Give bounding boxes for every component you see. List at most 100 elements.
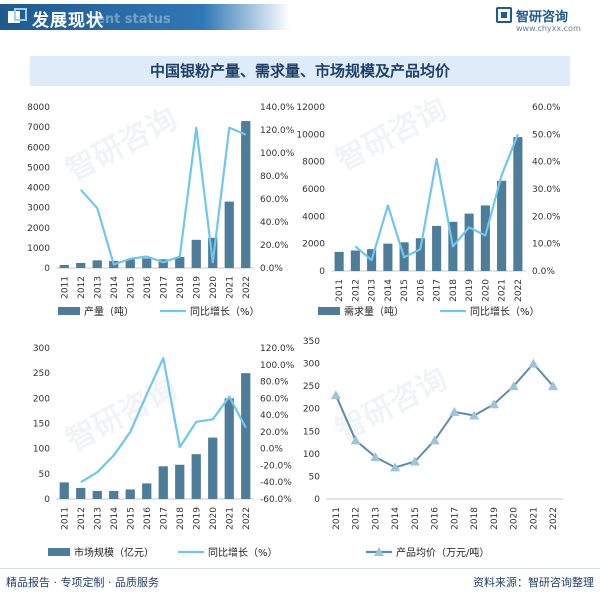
x-tick-label: 2016 <box>416 279 426 302</box>
x-tick-label: 2019 <box>490 507 500 530</box>
bar <box>191 454 201 499</box>
bar <box>92 260 102 268</box>
bar <box>142 258 152 268</box>
y2-tick-label: 120.0% <box>260 344 295 354</box>
data-point <box>350 435 361 445</box>
data-point <box>370 452 381 462</box>
x-tick-label: 2012 <box>77 507 87 530</box>
footer-slogan: 精品报告 · 专项定制 · 品质服务 <box>6 576 159 589</box>
bar <box>350 250 360 271</box>
y2-tick-label: -60.0% <box>260 495 292 505</box>
y2-tick-label: 20.0% <box>260 428 289 438</box>
y2-tick-label: 10.0% <box>532 240 561 250</box>
x-tick-label: 2012 <box>352 507 362 530</box>
main-title: 中国银粉产量、需求量、市场规模及产品均价 <box>149 62 450 80</box>
header-subtitle: ent status <box>96 12 171 27</box>
y2-tick-label: 20.0% <box>532 212 561 222</box>
y2-tick-label: 40.0% <box>260 218 289 228</box>
x-tick-label: 2020 <box>481 279 491 302</box>
series-line <box>79 126 247 266</box>
y2-tick-label: 100.0% <box>260 361 295 371</box>
bar <box>142 483 152 499</box>
y-tick-label: 250 <box>33 369 50 379</box>
bar <box>415 238 425 271</box>
x-tick-label: 2019 <box>192 507 202 530</box>
x-tick-label: 2016 <box>143 507 153 530</box>
bar <box>432 225 442 271</box>
x-tick-label: 2018 <box>176 276 186 299</box>
x-tick-label: 2016 <box>431 507 441 530</box>
x-tick-label: 2022 <box>242 276 252 299</box>
y-tick-label: 4000 <box>302 212 325 222</box>
x-tick-label: 2011 <box>60 276 70 299</box>
x-tick-label: 2017 <box>433 279 443 302</box>
series-line <box>334 362 554 469</box>
x-tick-label: 2012 <box>77 276 87 299</box>
x-tick-label: 2018 <box>176 507 186 530</box>
x-tick-label: 2015 <box>411 507 421 530</box>
y2-tick-label: 30.0% <box>532 185 561 195</box>
bar <box>497 180 507 271</box>
y2-tick-label: 100.0% <box>260 149 295 159</box>
y2-tick-label: 40.0% <box>260 411 289 421</box>
brand-logo-icon <box>496 7 512 23</box>
data-point <box>488 399 499 409</box>
x-tick-label: 2011 <box>335 279 345 302</box>
x-tick-label: 2019 <box>192 276 202 299</box>
x-tick-label: 2013 <box>368 279 378 302</box>
bar <box>241 121 251 269</box>
y-tick-label: 7000 <box>27 123 50 133</box>
x-tick-label: 2014 <box>391 507 401 530</box>
bar <box>175 464 185 499</box>
footer: 精品报告 · 专项定制 · 品质服务 资料来源：智研咨询整理 <box>0 568 600 593</box>
x-tick-label: 2014 <box>110 507 120 530</box>
footer-source: 资料来源：智研咨询整理 <box>473 576 594 589</box>
y-tick-label: 0 <box>314 495 320 505</box>
x-tick-label: 2015 <box>126 507 136 530</box>
x-tick-label: 2017 <box>159 276 169 299</box>
x-tick-label: 2021 <box>498 279 508 302</box>
brand-name: 智研咨询 <box>516 10 569 25</box>
x-tick-label: 2022 <box>242 507 252 530</box>
bar <box>241 373 251 499</box>
x-tick-label: 2011 <box>60 507 70 530</box>
y-tick-label: 3000 <box>27 204 50 214</box>
bar <box>125 489 135 499</box>
y-tick-label: 12000 <box>296 103 325 113</box>
legend-bar-swatch <box>58 307 80 315</box>
x-tick-label: 2018 <box>449 279 459 302</box>
data-point <box>508 381 519 391</box>
bar <box>480 205 490 271</box>
bar <box>125 259 135 268</box>
y-tick-label: 200 <box>303 405 320 415</box>
y-tick-label: 350 <box>303 337 320 347</box>
bar <box>158 466 168 499</box>
title-bar: 中国银粉产量、需求量、市场规模及产品均价 <box>30 56 570 86</box>
y2-tick-label: 140.0% <box>260 103 295 113</box>
legend-label: 同比增长（%） <box>208 546 278 559</box>
y2-tick-label: 60.0% <box>260 195 289 205</box>
y-tick-label: 150 <box>33 420 50 430</box>
bar <box>383 243 393 271</box>
x-tick-label: 2022 <box>514 279 524 302</box>
x-tick-label: 2013 <box>93 507 103 530</box>
data-point <box>409 456 420 466</box>
x-tick-label: 2022 <box>549 507 559 530</box>
y-tick-label: 300 <box>303 360 320 370</box>
brand-url: www.chyxx.com <box>516 24 581 33</box>
bar <box>158 259 168 268</box>
bar <box>76 262 86 268</box>
legend-label: 需求量（吨） <box>344 305 404 318</box>
data-point <box>548 381 559 391</box>
x-tick-label: 2013 <box>93 276 103 299</box>
x-tick-label: 2018 <box>470 507 480 530</box>
chart-panel-3: 0 50 100 150 200 250 300 -60.0% -40.0% -20.0% 0.0%… <box>33 344 295 559</box>
series-line <box>354 133 519 262</box>
legend-label: 产品均价（万元/吨） <box>396 546 489 559</box>
y-tick-label: 6000 <box>302 185 325 195</box>
bar <box>464 213 474 271</box>
y-tick-label: 2000 <box>302 240 325 250</box>
y2-tick-label: 60.0% <box>260 394 289 404</box>
bar <box>224 201 234 268</box>
